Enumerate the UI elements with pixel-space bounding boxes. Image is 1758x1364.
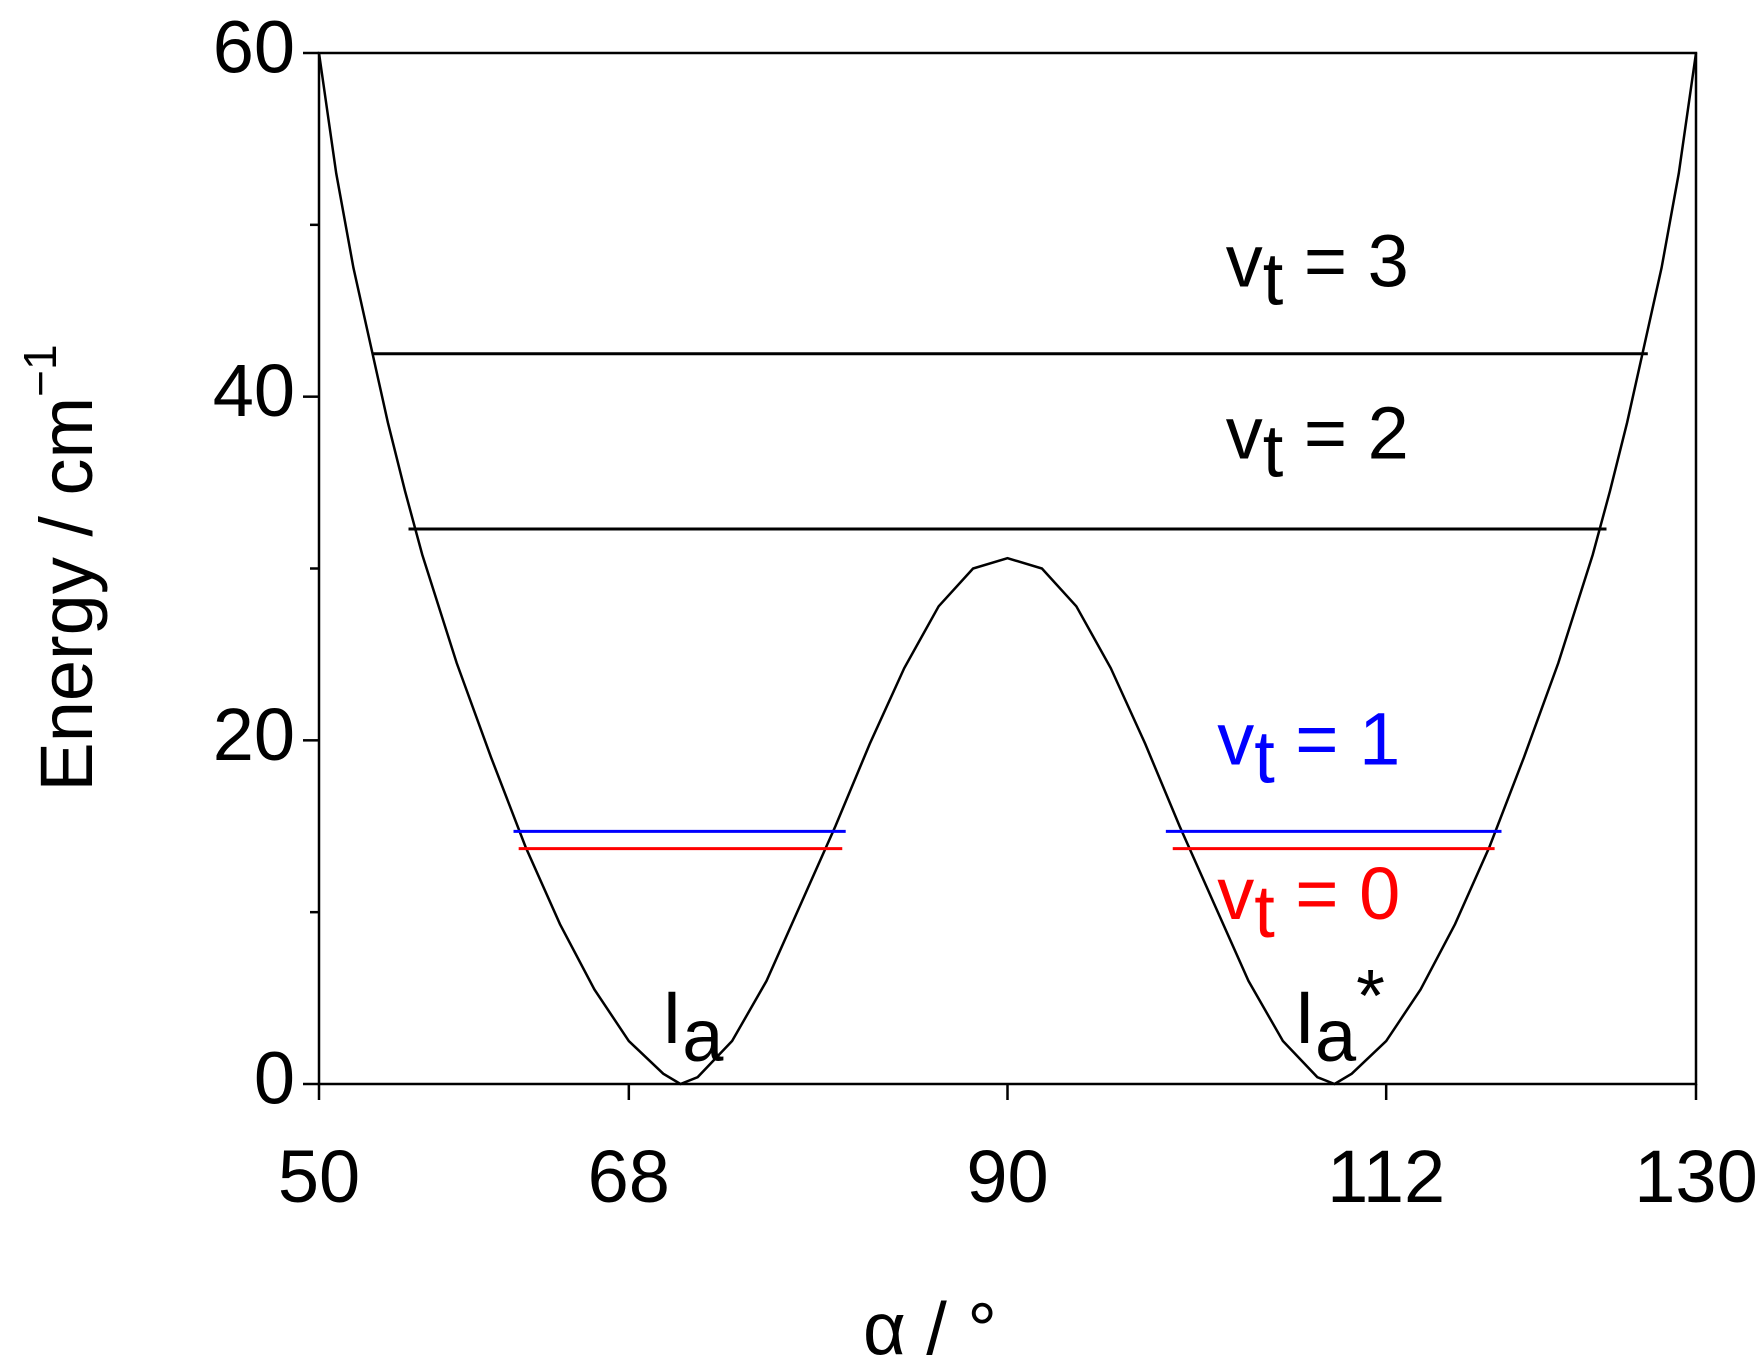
well-label-main: I: [662, 976, 683, 1059]
potential-curve: [317, 52, 1698, 1086]
well-label-rest: *: [1356, 954, 1385, 1037]
well-label: Ia: [662, 976, 725, 1077]
y-axis-label-text: Energy / cm: [25, 397, 108, 792]
level-label-rest: = 1: [1275, 697, 1401, 780]
y-tick-label: 60: [213, 6, 295, 89]
level-label-sub: t: [1263, 410, 1284, 493]
well-label-sub: a: [1315, 994, 1357, 1077]
y-tick-label: 40: [213, 349, 295, 432]
y-tick-label: 20: [213, 693, 295, 776]
level-label-rest: = 3: [1283, 220, 1409, 303]
level-label: vt = 2: [1226, 392, 1409, 493]
x-axis-label: α / °: [863, 1288, 997, 1364]
level-label: vt = 3: [1226, 220, 1409, 321]
well-label: Ia*: [1294, 954, 1385, 1077]
level-label-sub: t: [1254, 715, 1275, 798]
level-label-rest: = 2: [1283, 392, 1409, 475]
level-label-rest: = 0: [1275, 852, 1401, 935]
y-tick-label: 0: [254, 1037, 295, 1120]
x-tick-label: 112: [1327, 1135, 1445, 1218]
x-tick-label: 50: [278, 1135, 360, 1218]
level-label: vt = 1: [1217, 697, 1400, 798]
level-label-sub: t: [1254, 870, 1275, 953]
well-label-main: I: [1294, 976, 1315, 1059]
level-label-sub: t: [1263, 238, 1284, 321]
y-axis-label: Energy / cm−1: [14, 344, 107, 791]
level-label-main: v: [1217, 852, 1254, 935]
level-label-main: v: [1226, 392, 1263, 475]
well-label-sub: a: [682, 994, 724, 1077]
plot-frame: [317, 51, 1698, 1086]
level-label-main: v: [1226, 220, 1263, 303]
x-tick-label: 90: [966, 1135, 1048, 1218]
x-tick-label: 68: [588, 1135, 670, 1218]
level-label: vt = 0: [1217, 852, 1400, 953]
level-label-main: v: [1217, 697, 1254, 780]
y-axis-label-sup: −1: [14, 344, 66, 396]
x-tick-label: 130: [1634, 1135, 1757, 1218]
